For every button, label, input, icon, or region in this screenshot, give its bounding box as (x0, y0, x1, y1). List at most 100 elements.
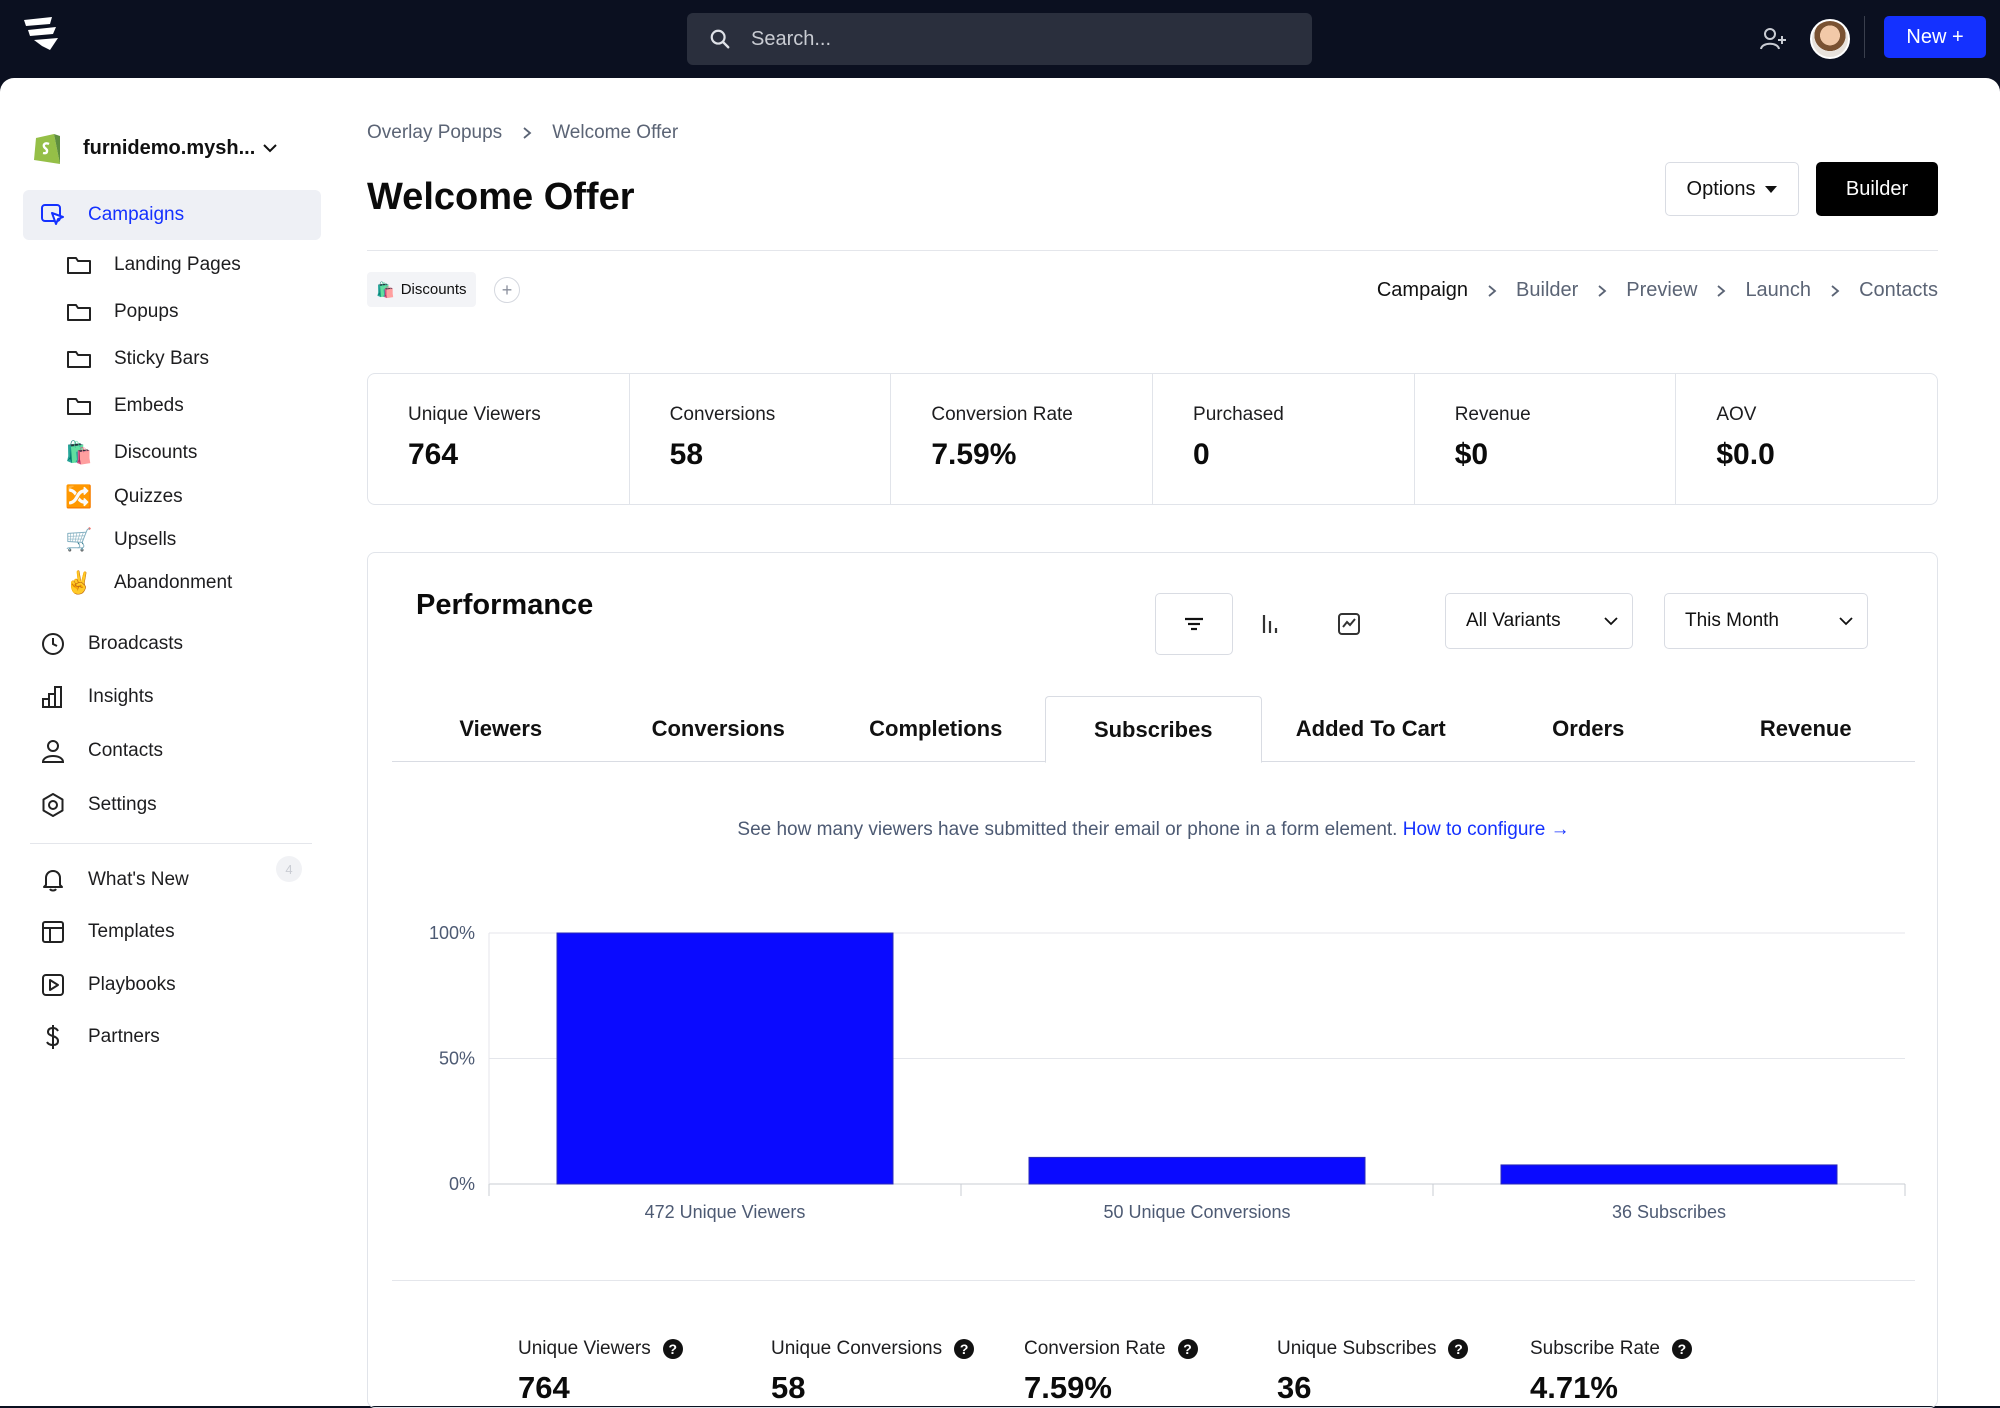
shopping-bags-icon: 🛍️ (65, 440, 93, 465)
breadcrumb-welcome-offer: Welcome Offer (552, 122, 679, 143)
search-icon (710, 29, 730, 49)
app-logo-icon[interactable] (22, 16, 60, 52)
sidebar-item-sticky-bars[interactable]: Sticky Bars (66, 346, 209, 372)
funnel-view-button[interactable] (1155, 593, 1233, 655)
chevron-right-icon (523, 127, 532, 139)
tab-orders[interactable]: Orders (1552, 716, 1625, 741)
stat-value: 7.59% (931, 438, 1017, 471)
variant-select[interactable]: All Variants (1445, 593, 1633, 649)
stat-aov: AOV $0.0 (1676, 374, 1937, 504)
sidebar-item-contacts[interactable]: Contacts (40, 738, 163, 764)
breadcrumb-overlay-popups[interactable]: Overlay Popups (367, 122, 503, 143)
help-icon[interactable]: ? (1448, 1339, 1469, 1359)
bar-view-button[interactable] (1232, 593, 1310, 655)
summary-unique-conversions: Unique Conversions? 58 (771, 1338, 1024, 1406)
step-campaign[interactable]: Campaign (1376, 279, 1469, 301)
sidebar-item-playbooks[interactable]: Playbooks (40, 972, 176, 998)
sidebar-item-templates[interactable]: Templates (40, 919, 175, 945)
sidebar-item-insights[interactable]: Insights (40, 684, 153, 710)
line-chart-icon (1338, 613, 1360, 635)
summary-stats: Unique Viewers? 764 Unique Conversions? … (518, 1338, 1783, 1406)
tab-viewers[interactable]: Viewers (459, 716, 543, 741)
user-avatar[interactable] (1810, 19, 1850, 59)
trend-view-button[interactable] (1310, 593, 1388, 655)
whats-new-badge: 4 (276, 856, 302, 882)
stats-card: Unique Viewers 764 Conversions 58 Conver… (367, 373, 1938, 505)
tab-subscribes[interactable]: Subscribes (1044, 696, 1262, 763)
folder-icon (66, 346, 92, 372)
summary-label: Unique Viewers? (518, 1338, 771, 1360)
x-category-label: 36 Subscribes (1612, 1202, 1726, 1222)
step-builder[interactable]: Builder (1516, 279, 1579, 301)
tab-added-to-cart[interactable]: Added To Cart (1295, 716, 1446, 741)
subscribes-bar-chart: 0% 50% 100% 472 Unique Viewers 50 Unique Con… (429, 923, 1906, 1222)
top-divider (1864, 16, 1865, 58)
sidebar-item-broadcasts[interactable]: Broadcasts (40, 631, 183, 657)
folder-icon (66, 393, 92, 419)
summary-value: 58 (771, 1370, 806, 1405)
new-button[interactable]: New + (1884, 16, 1986, 58)
help-icon[interactable]: ? (954, 1339, 975, 1359)
metric-tabs: Viewers Conversions Completions Subscrib… (392, 696, 1915, 763)
add-tag-button[interactable]: + (494, 277, 520, 303)
stat-value: 764 (408, 438, 459, 471)
builder-button[interactable]: Builder (1816, 162, 1938, 216)
dollar-icon (40, 1024, 66, 1050)
date-range-select[interactable]: This Month (1664, 593, 1868, 649)
discounts-tag[interactable]: 🛍️ Discounts (367, 272, 476, 307)
shopping-cart-icon: 🛒 (65, 527, 93, 552)
sidebar-item-upsells[interactable]: 🛒 Upsells (65, 527, 177, 553)
options-label: Options (1686, 177, 1756, 200)
sidebar-item-label: Upsells (114, 529, 177, 550)
options-button[interactable]: Options (1665, 162, 1799, 216)
sidebar-item-discounts[interactable]: 🛍️ Discounts (65, 440, 198, 466)
sidebar-item-abandonment[interactable]: ✌️ Abandonment (65, 570, 232, 596)
sidebar-item-settings[interactable]: Settings (40, 792, 157, 818)
sidebar-active-highlight (23, 190, 321, 240)
store-switcher[interactable]: furnidemo.mysh... (32, 130, 279, 166)
user-icon (40, 738, 66, 764)
sidebar-item-label: Discounts (114, 442, 198, 463)
sidebar-item-label: Landing Pages (114, 254, 241, 275)
sidebar-item-whats-new[interactable]: What's New (40, 867, 189, 893)
how-to-configure-link[interactable]: How to configure → (1402, 819, 1570, 840)
sidebar-item-partners[interactable]: Partners (40, 1024, 160, 1050)
sidebar-item-label: Templates (88, 921, 175, 942)
stat-conversion-rate: Conversion Rate 7.59% (891, 374, 1154, 504)
summary-unique-viewers: Unique Viewers? 764 (518, 1338, 771, 1406)
sidebar-item-label: Campaigns (88, 204, 185, 225)
sidebar-item-campaigns[interactable]: Campaigns (40, 202, 184, 228)
summary-unique-subscribes: Unique Subscribes? 36 (1277, 1338, 1530, 1406)
cursor-click-icon (40, 202, 66, 228)
step-launch[interactable]: Launch (1745, 279, 1812, 301)
help-icon[interactable]: ? (1177, 1339, 1198, 1359)
tab-completions[interactable]: Completions (869, 716, 1003, 741)
chevron-right-icon (1717, 284, 1726, 297)
add-user-icon[interactable] (1758, 24, 1788, 54)
sidebar-item-label: Insights (88, 686, 154, 707)
sidebar-divider (30, 843, 312, 844)
summary-label: Unique Conversions? (771, 1338, 1024, 1360)
sidebar-item-label: Popups (114, 301, 179, 322)
step-contacts[interactable]: Contacts (1859, 279, 1938, 301)
stat-value: 0 (1193, 438, 1210, 471)
help-icon[interactable]: ? (1671, 1339, 1692, 1359)
sidebar-item-embeds[interactable]: Embeds (66, 393, 184, 419)
stat-revenue: Revenue $0 (1415, 374, 1677, 504)
campaign-steps: Campaign Builder Preview Launch Contacts (1377, 279, 1938, 302)
tab-revenue[interactable]: Revenue (1759, 716, 1852, 741)
step-preview[interactable]: Preview (1626, 279, 1698, 301)
bar (1028, 1156, 1366, 1185)
sidebar-item-quizzes[interactable]: 🔀 Quizzes (65, 484, 182, 510)
tab-conversions[interactable]: Conversions (651, 716, 785, 741)
page-title: Welcome Offer (367, 176, 635, 218)
summary-conversion-rate: Conversion Rate? 7.59% (1024, 1338, 1277, 1406)
caret-down-icon (1765, 185, 1778, 193)
sidebar-item-landing-pages[interactable]: Landing Pages (66, 252, 241, 278)
search-bar[interactable] (687, 13, 1312, 65)
help-icon[interactable]: ? (662, 1339, 683, 1359)
chevron-right-icon (1488, 284, 1497, 297)
search-input[interactable] (751, 27, 1271, 51)
chevron-down-icon (1604, 617, 1618, 626)
sidebar-item-popups[interactable]: Popups (66, 299, 178, 325)
